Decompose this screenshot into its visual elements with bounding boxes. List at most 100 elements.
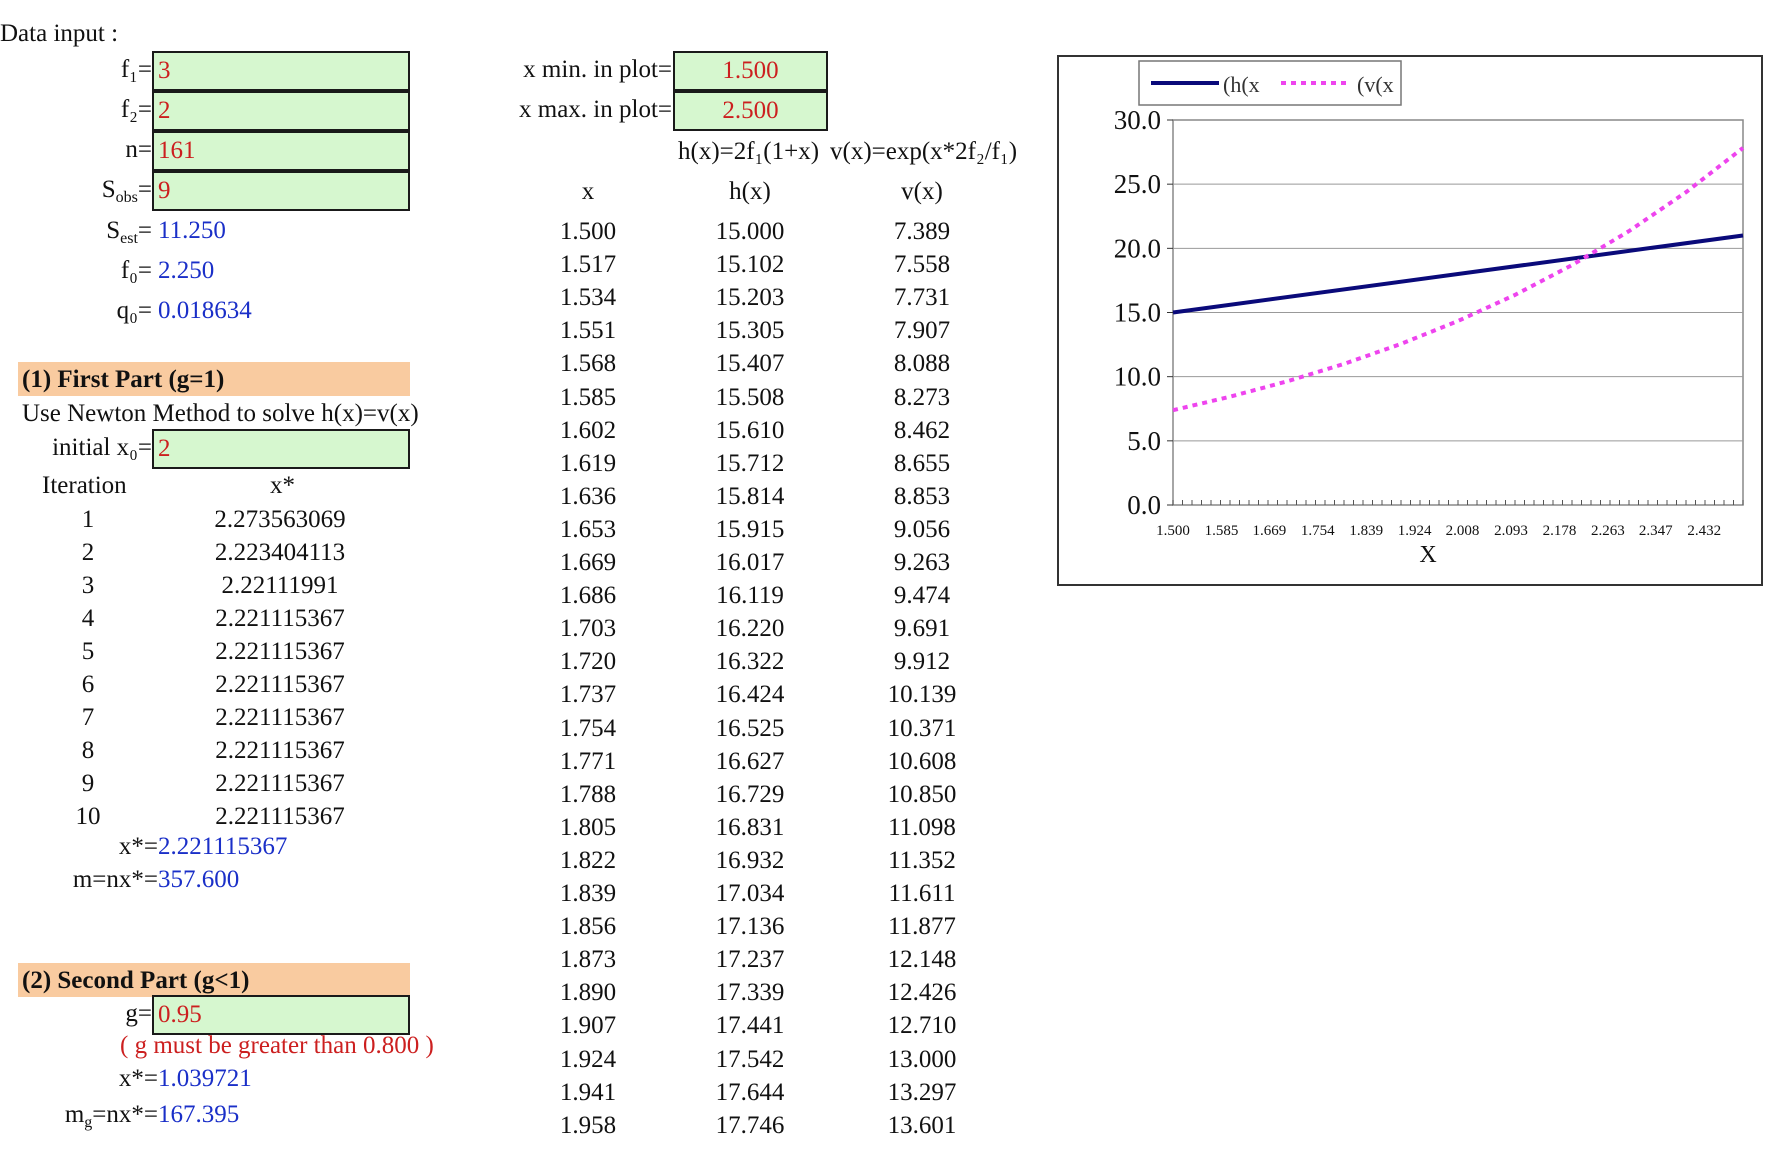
table-cell-vx: 12.148 (887, 946, 957, 974)
chart-container: 0.0 5.0 10.0 15.0 20.0 25.0 30.0 1.500 1.585 1.66… (1057, 55, 1763, 586)
table-cell-hx: 16.729 (715, 780, 785, 808)
iteration-number: 1 (81, 506, 95, 533)
table-cell-vx: 8.853 (893, 482, 951, 510)
f0-label: f₀= (120, 257, 152, 284)
legend-h-label: (h(x (1223, 72, 1260, 97)
n-input[interactable]: 161 (152, 131, 410, 171)
table-cell-hx: 15.915 (715, 515, 785, 543)
table-cell-x: 1.534 (559, 284, 617, 312)
table-cell-hx: 17.339 (715, 979, 785, 1007)
iteration-xstar: 2.221115367 (215, 737, 345, 764)
q0-label: q₀= (116, 297, 152, 324)
table-cell-x: 1.856 (559, 913, 617, 941)
m-value: 357.600 (158, 866, 240, 893)
table-cell-vx: 9.263 (893, 549, 951, 576)
table-cell-x: 1.873 (559, 946, 617, 974)
table-cell-hx: 17.746 (715, 1111, 785, 1139)
xmin-input[interactable]: 1.500 (673, 51, 828, 91)
table-cell-x: 1.669 (559, 549, 617, 576)
table-cell-x: 1.602 (559, 416, 617, 444)
table-cell-vx: 7.731 (893, 284, 951, 312)
iteration-xstar: 2.221115367 (215, 704, 345, 731)
x-tick-label: 1.500 (1156, 523, 1190, 539)
table-cell-vx: 13.297 (887, 1078, 957, 1106)
iteration-number: 7 (81, 704, 95, 731)
iteration-number: 10 (75, 803, 101, 830)
xmin-label: x min. in plot= (523, 56, 672, 83)
table-cell-hx: 15.203 (715, 284, 785, 312)
iteration-number: 5 (81, 638, 95, 665)
table-cell-vx: 9.056 (893, 515, 951, 543)
x-tick-label: 2.008 (1446, 523, 1480, 539)
x-tick-label: 1.585 (1205, 523, 1239, 539)
f2-input[interactable]: 2 (152, 91, 410, 131)
iteration-number: 9 (81, 770, 95, 797)
xmax-input[interactable]: 2.500 (673, 91, 828, 131)
table-cell-hx: 15.610 (715, 416, 785, 444)
y-tick-label: 5.0 (1127, 426, 1161, 456)
line-chart: 0.0 5.0 10.0 15.0 20.0 25.0 30.0 1.500 1.585 1.66… (1114, 60, 1745, 568)
iteration-xstar: 2.223404113 (214, 539, 346, 566)
table-cell-x: 1.771 (559, 747, 617, 775)
g-input[interactable]: 0.95 (152, 995, 410, 1035)
table-cell-vx: 8.462 (893, 416, 951, 444)
table-cell-hx: 16.322 (715, 648, 785, 676)
table-cell-x: 1.568 (559, 350, 617, 378)
iteration-xstar: 2.221115367 (215, 605, 345, 632)
table-cell-x: 1.636 (559, 482, 617, 510)
table-cell-hx: 17.644 (715, 1078, 785, 1106)
table-cell-x: 1.890 (559, 979, 617, 1007)
initial-x0-label: initial x₀= (52, 434, 152, 461)
sest-value: 11.250 (158, 217, 226, 244)
iteration-xstar: 2.221115367 (215, 803, 345, 830)
table-cell-hx: 15.305 (715, 317, 785, 345)
f2-label: f₂= (120, 96, 152, 123)
iteration-header: Iteration (42, 472, 127, 499)
formula-h: h(x)=2f₁(1+x) (678, 138, 820, 165)
table-cell-x: 1.686 (559, 582, 617, 610)
table-cell-hx: 17.136 (715, 913, 785, 941)
table-cell-hx: 16.220 (715, 615, 785, 643)
y-tick-label: 20.0 (1114, 233, 1161, 263)
iteration-number: 3 (81, 572, 95, 599)
table-cell-vx: 11.098 (888, 813, 956, 841)
iteration-number: 2 (81, 539, 95, 566)
sest-label: Sest= (106, 217, 152, 247)
table-cell-hx: 15.814 (715, 482, 785, 510)
y-tick-label: 30.0 (1114, 105, 1161, 135)
table-cell-hx: 16.932 (715, 846, 785, 874)
table-cell-x: 1.839 (559, 880, 617, 907)
table-header-vx: v(x) (901, 178, 943, 205)
table-cell-vx: 7.558 (893, 251, 951, 279)
iteration-number: 8 (81, 737, 95, 764)
table-cell-vx: 7.907 (893, 317, 951, 345)
table-cell-vx: 8.655 (893, 449, 951, 477)
iteration-number: 6 (81, 671, 95, 698)
part2-header: (2) Second Part (g<1) (18, 963, 410, 997)
part2-xstar-value: 1.039721 (158, 1065, 252, 1092)
table-cell-hx: 15.508 (715, 383, 785, 411)
table-cell-hx: 17.542 (715, 1045, 785, 1073)
table-cell-hx: 15.000 (715, 218, 785, 245)
iteration-xstar: 2.221115367 (215, 770, 345, 797)
table-cell-hx: 16.525 (715, 714, 785, 742)
y-tick-label: 0.0 (1127, 490, 1161, 520)
table-cell-vx: 7.389 (893, 218, 951, 245)
initial-x0-input[interactable]: 2 (152, 429, 410, 469)
table-cell-vx: 13.601 (887, 1111, 957, 1139)
f1-input[interactable]: 3 (152, 51, 410, 91)
x-tick-label: 1.754 (1301, 523, 1335, 539)
mg-label: mg=nx*= (64, 1101, 158, 1131)
q0-value: 0.018634 (158, 297, 252, 324)
table-cell-hx: 16.627 (715, 747, 785, 775)
table-cell-x: 1.805 (559, 813, 617, 841)
table-cell-x: 1.958 (559, 1111, 617, 1139)
x-tick-label: 1.669 (1252, 523, 1286, 539)
sobs-input[interactable]: 9 (152, 171, 410, 211)
table-cell-hx: 16.017 (715, 549, 785, 576)
x-tick-label: 2.347 (1639, 523, 1673, 539)
table-cell-x: 1.619 (559, 449, 617, 477)
table-cell-vx: 12.710 (887, 1012, 957, 1040)
table-cell-x: 1.720 (559, 648, 617, 676)
table-cell-vx: 9.474 (893, 582, 951, 610)
